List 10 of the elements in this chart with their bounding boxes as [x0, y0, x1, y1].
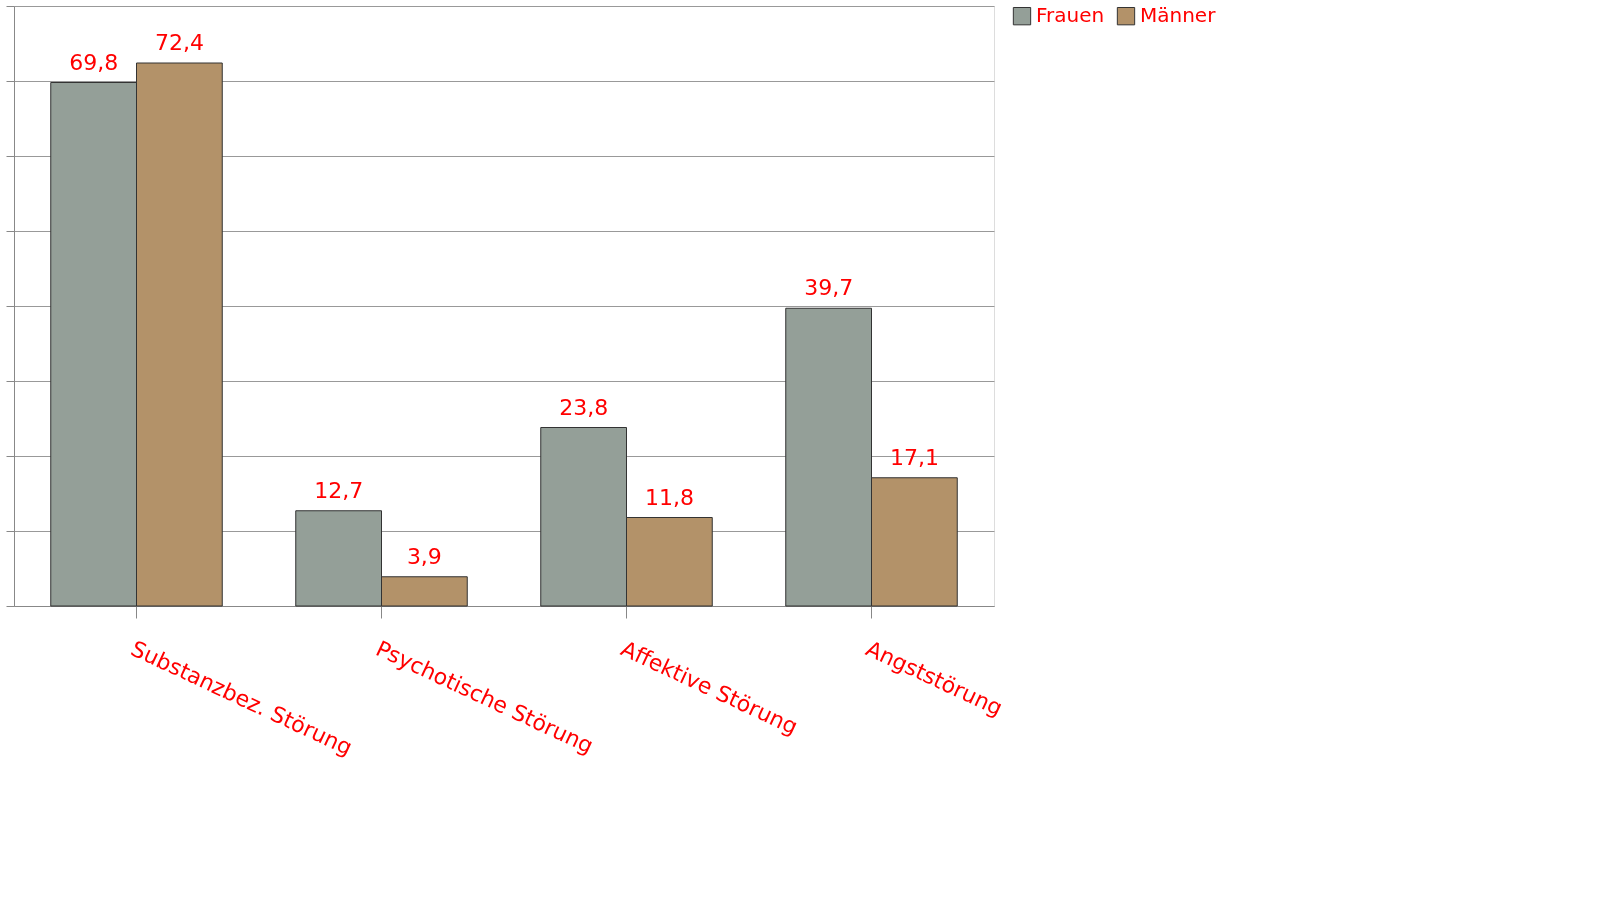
- data-label: 69,8: [69, 49, 119, 75]
- data-label: 23,8: [559, 394, 609, 420]
- data-label: 12,7: [314, 477, 364, 503]
- legend-label: Männer: [1140, 3, 1217, 28]
- data-label: 3,9: [406, 543, 442, 569]
- data-label: 11,8: [644, 484, 694, 510]
- data-label: 39,7: [804, 275, 854, 301]
- data-label: 72,4: [154, 30, 204, 55]
- data-label: 17,1: [889, 444, 939, 470]
- legend-label: Frauen: [1036, 3, 1105, 28]
